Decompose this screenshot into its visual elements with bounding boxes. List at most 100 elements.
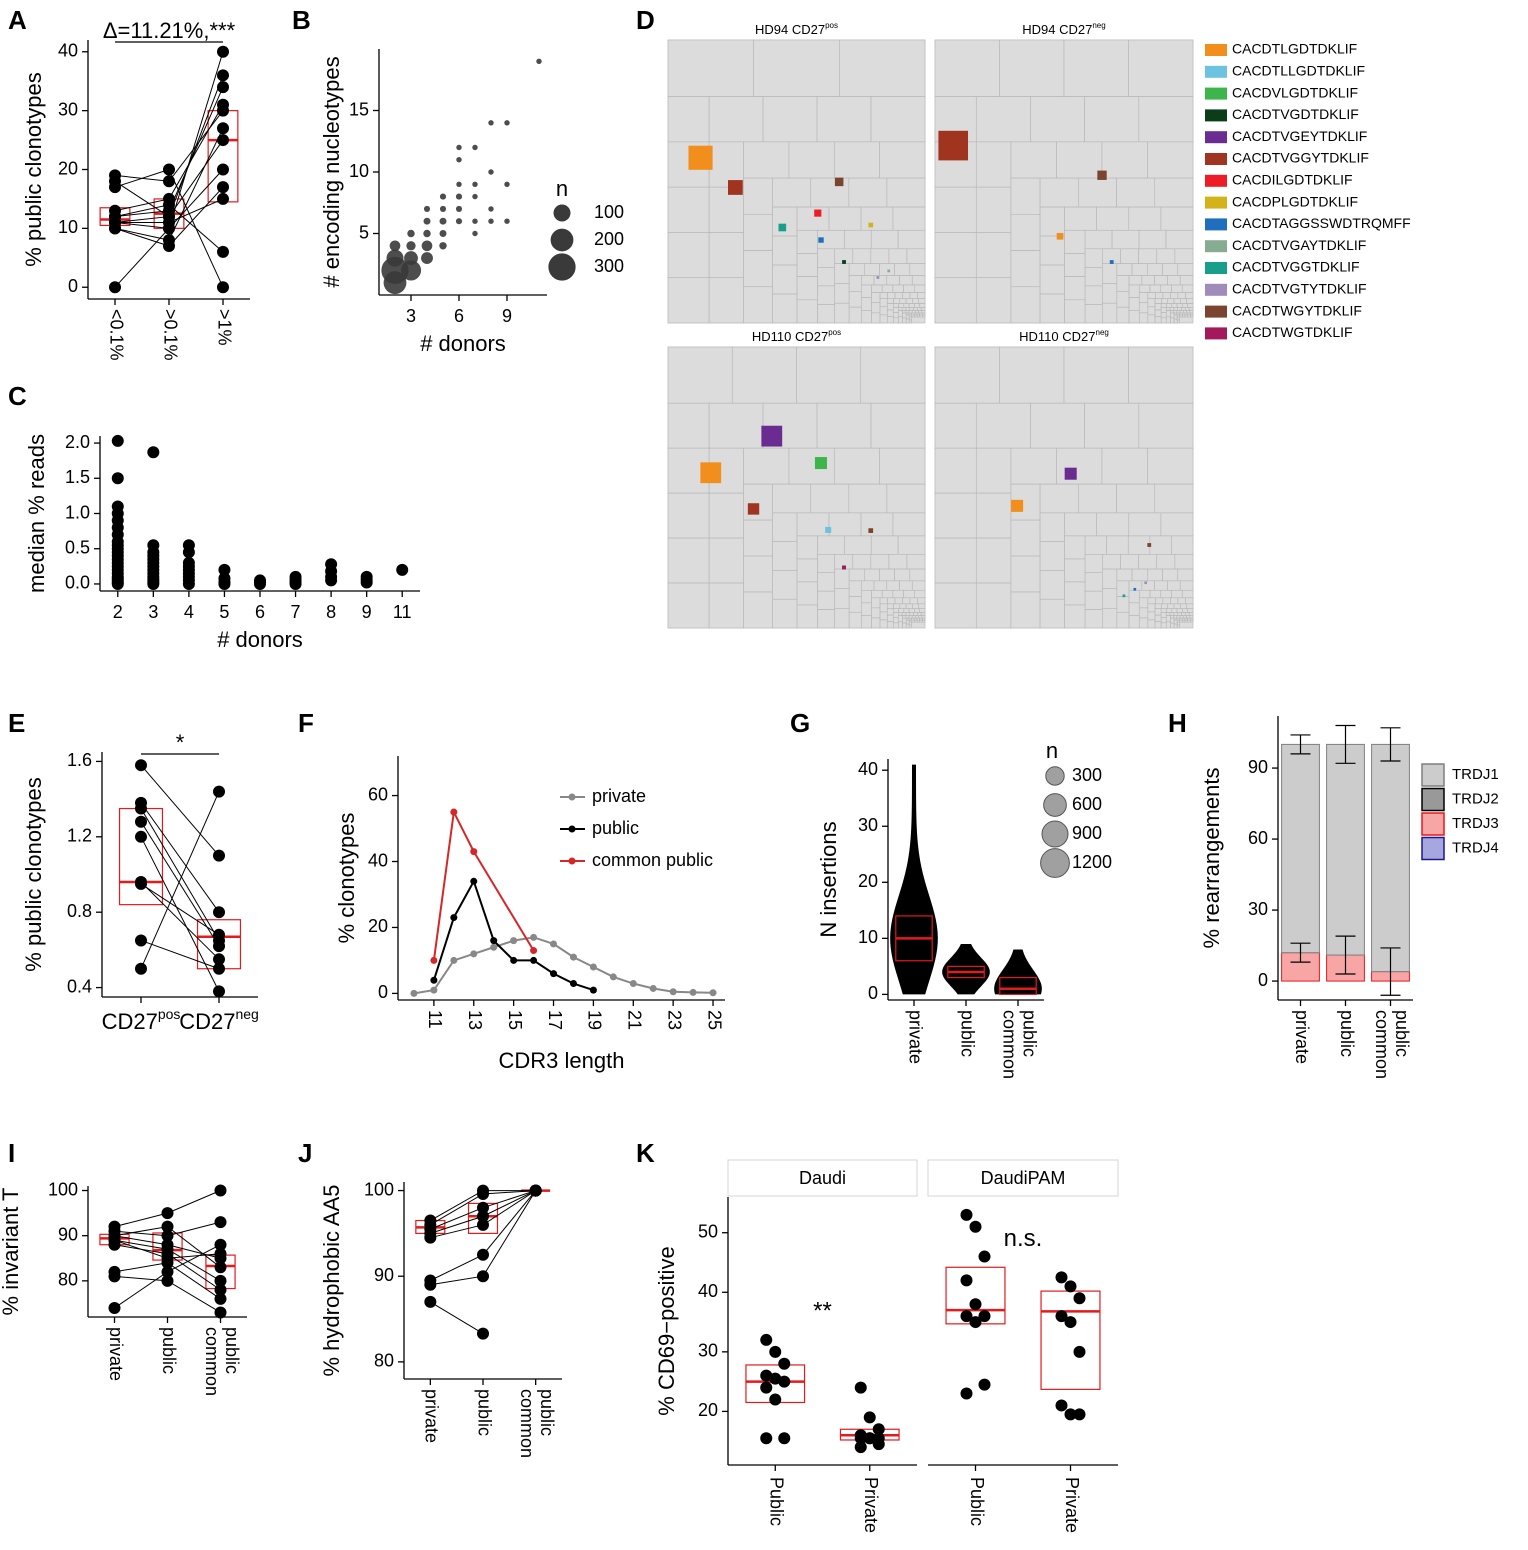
legend-label: CACDTVGGYTDKLIF: [1232, 150, 1369, 166]
clonotype-cell: [868, 528, 874, 533]
treemap-cell: [1116, 611, 1130, 629]
treemap-cell: [898, 310, 903, 318]
treemap-cell: [1147, 568, 1163, 582]
x-tick-label: public: [159, 1327, 179, 1374]
treemap-cell: [834, 588, 850, 609]
point: [217, 81, 229, 94]
bubble: [472, 230, 478, 237]
panel-letter: J: [298, 1138, 312, 1168]
treemap-cell: [1138, 292, 1149, 304]
y-tick-label: 30: [58, 99, 78, 119]
bubble: [488, 120, 494, 126]
treemap-cell: [1154, 608, 1162, 616]
point: [477, 1270, 489, 1283]
treemap-cell: [1102, 568, 1118, 590]
treemap-cell: [1173, 298, 1181, 304]
treemap-cell: [860, 310, 872, 324]
treemap-cell: [914, 619, 918, 623]
point: [214, 1274, 227, 1287]
point: [1055, 1399, 1068, 1412]
treemap-cell: [1173, 318, 1178, 324]
treemap-cell: [1176, 310, 1181, 314]
point: [109, 216, 121, 229]
legend-label: 100: [594, 202, 624, 222]
error-bar: [1290, 942, 1311, 963]
treemap-cell: [899, 580, 913, 591]
treemap-cell: [772, 570, 798, 600]
x-tick-label: Private: [1062, 1477, 1082, 1533]
treemap-cell: [1149, 535, 1172, 555]
treemap-cell: [909, 597, 918, 605]
treemap-cell: [1161, 298, 1169, 304]
treemap-cell: [1064, 206, 1097, 231]
treemap-cell: [772, 483, 812, 514]
treemap-cell: [1177, 612, 1182, 616]
title-sup: pos: [828, 328, 841, 337]
legend-label: CACDVLGDTDKLIF: [1232, 84, 1358, 100]
treemap-cell: [1147, 292, 1156, 299]
point: [135, 877, 147, 890]
treemap-cell: [788, 447, 835, 485]
treemap-cell: [905, 623, 910, 629]
treemap: [667, 346, 926, 629]
treemap-cell: [743, 555, 773, 593]
x-tick-label: 25: [704, 1010, 724, 1030]
legend-key: [1045, 766, 1065, 786]
bubble: [455, 218, 463, 225]
treemap-cell: [1111, 229, 1140, 250]
treemap-cell: [796, 253, 818, 277]
treemap-cell: [1096, 206, 1130, 231]
legend-key: [1040, 848, 1070, 878]
treemap-cell: [848, 177, 888, 208]
treemap-cell: [1128, 512, 1162, 537]
x-tick-label: 17: [545, 1010, 565, 1030]
point: [424, 1231, 437, 1244]
treemap-cell: [879, 568, 895, 582]
treemap-cell: [905, 603, 913, 609]
point: [163, 198, 175, 211]
treemap-cell: [915, 615, 919, 619]
legend-key: [1205, 218, 1227, 231]
treemap-cell: [1039, 264, 1065, 295]
treemap-cell: [888, 554, 908, 570]
treemap-cell: [975, 582, 1012, 629]
bubble: [456, 156, 462, 163]
treemap-cell: [1171, 589, 1183, 599]
treemap-cell: [1147, 611, 1156, 621]
treemap-cell: [870, 554, 890, 570]
treemap-cell: [1160, 307, 1167, 313]
treemap-cell: [908, 624, 913, 629]
point: [629, 980, 637, 988]
treemap-cell: [1116, 275, 1130, 292]
treemap-cell: [1138, 589, 1151, 599]
point: [161, 1229, 174, 1242]
y-tick-label: 1.6: [67, 750, 92, 770]
treemap-cell: [1173, 619, 1178, 625]
treemap-cell: [860, 615, 872, 629]
treemap-cell: [922, 619, 926, 623]
legend-label: CACDTAGGSSWDTRQMFF: [1232, 215, 1411, 231]
treemap-cell: [911, 310, 916, 314]
treemap-cell: [844, 535, 872, 555]
treemap-cell: [1138, 554, 1158, 570]
treemap-cell: [975, 186, 1012, 233]
treemap-cell: [1176, 316, 1180, 321]
treemap-cell: [892, 612, 899, 619]
error-bar: [1290, 734, 1311, 755]
donor-line: [140, 836, 220, 992]
treemap-cell: [1156, 248, 1176, 264]
treemap-cell: [1179, 619, 1183, 623]
point: [161, 1220, 174, 1233]
treemap-cell: [848, 611, 862, 629]
treemap-cell: [1190, 619, 1194, 623]
bubble: [456, 144, 462, 151]
treemap-cell: [899, 298, 907, 304]
treemap-cell: [1131, 263, 1148, 276]
treemap-cell: [1039, 541, 1065, 571]
treemap-cell: [879, 141, 926, 179]
treemap-cell: [911, 580, 926, 591]
treemap-cell: [1179, 615, 1184, 619]
line: [432, 808, 535, 961]
treemap-cell: [879, 619, 888, 629]
treemap-cell: [1116, 568, 1133, 582]
